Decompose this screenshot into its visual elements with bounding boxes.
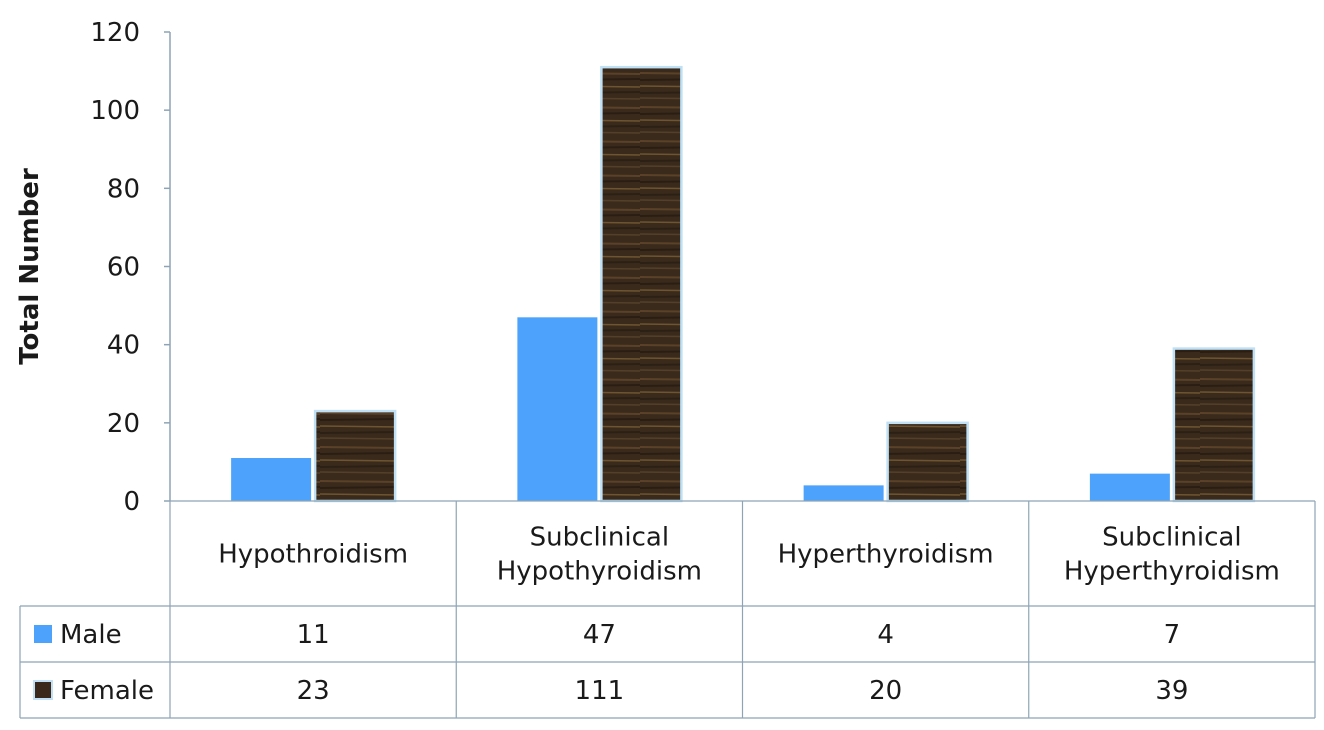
y-axis-title: Total Number xyxy=(15,168,45,365)
legend-swatch-female xyxy=(33,680,53,700)
y-tick-label: 100 xyxy=(90,96,140,126)
data-label-female: 39 xyxy=(1155,676,1188,706)
category-label: Subclinical xyxy=(530,523,669,553)
data-label-female: 111 xyxy=(575,676,625,706)
category-label: Hyperthyroidism xyxy=(1064,557,1280,587)
bar-male-2 xyxy=(517,317,598,501)
y-tick-label: 20 xyxy=(107,409,140,439)
data-label-male: 7 xyxy=(1164,620,1181,650)
y-tick-label: 40 xyxy=(107,331,140,361)
bar-female-3 xyxy=(886,421,969,503)
bar-female-1 xyxy=(313,409,397,503)
data-label-male: 47 xyxy=(583,620,616,650)
data-label-female: 23 xyxy=(297,676,330,706)
bar-female-2 xyxy=(600,65,683,503)
y-tick-label: 80 xyxy=(107,174,140,204)
category-label: Hypothroidism xyxy=(218,540,408,570)
bar-male-1 xyxy=(231,458,312,501)
y-tick-label: 0 xyxy=(123,487,140,517)
bar-female-4 xyxy=(1172,347,1256,503)
legend-label-female: Female xyxy=(60,676,154,706)
data-label-male: 4 xyxy=(877,620,894,650)
legend-swatch-male xyxy=(34,625,52,643)
data-label-female: 20 xyxy=(869,676,902,706)
category-label: Hypothyroidism xyxy=(497,557,702,587)
legend-label-male: Male xyxy=(60,620,122,650)
y-tick-label: 60 xyxy=(107,253,140,283)
category-label: Subclinical xyxy=(1102,523,1241,553)
data-label-male: 11 xyxy=(297,620,330,650)
bar-male-4 xyxy=(1089,473,1170,501)
bar-male-3 xyxy=(803,485,884,501)
category-label: Hyperthyroidism xyxy=(778,540,994,570)
y-tick-label: 120 xyxy=(90,18,140,48)
